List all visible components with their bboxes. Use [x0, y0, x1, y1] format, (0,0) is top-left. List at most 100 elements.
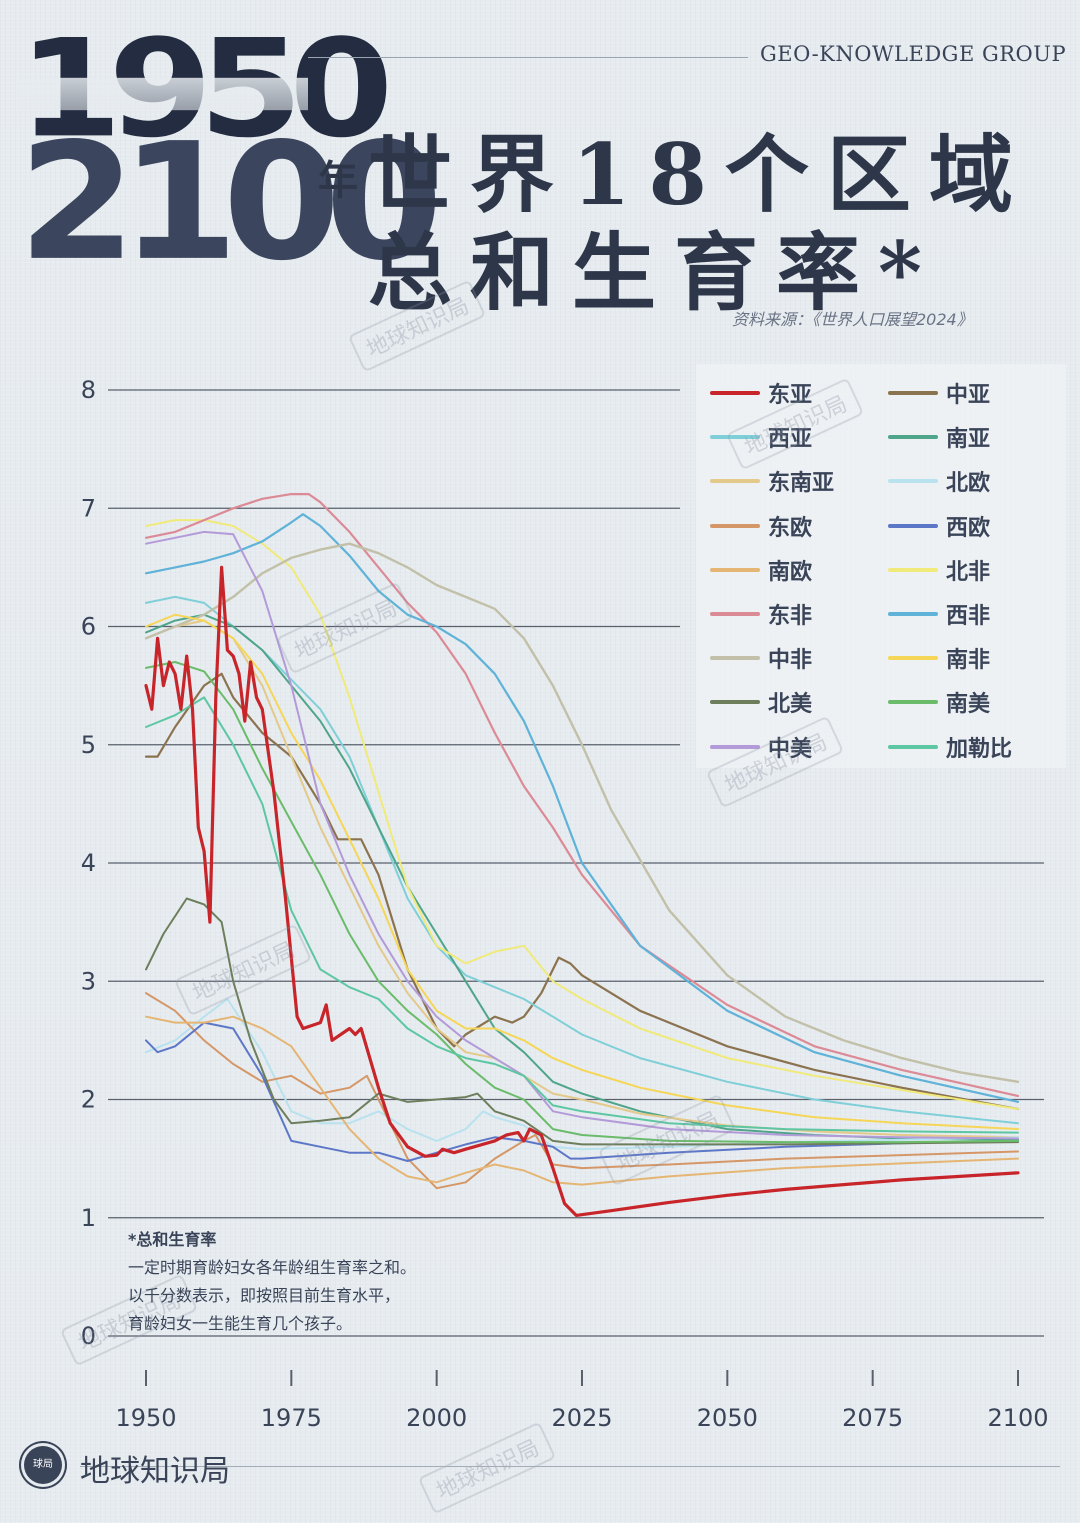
x-tick-label: 2050 [697, 1404, 758, 1432]
x-tick-label: 1950 [115, 1404, 176, 1432]
legend-label: 东非 [768, 604, 813, 629]
logo-badge: 球局 [24, 1446, 62, 1484]
legend-swatch [710, 744, 760, 749]
legend-item: 中美 [710, 732, 812, 762]
header-divider [308, 57, 748, 58]
legend-label: 南非 [946, 648, 991, 674]
legend-label: 北美 [768, 692, 813, 718]
series-line-中非 [144, 542, 1020, 1083]
legend-swatch [710, 700, 760, 705]
legend-item: 北非 [888, 555, 990, 585]
series-line-北非 [145, 519, 1019, 1110]
legend-swatch [888, 391, 938, 395]
source-note: 资料来源：《世界人口展望2024》 [732, 310, 973, 329]
series-line-东亚 [144, 565, 1020, 1217]
y-tick-label: 8 [81, 376, 96, 404]
legend-label: 南欧 [768, 559, 813, 585]
series-line-北欧 [145, 998, 1019, 1151]
y-tick-label: 5 [81, 731, 96, 759]
legend-label: 北非 [946, 559, 991, 585]
y-tick-label: 0 [81, 1322, 96, 1350]
x-tick-label: 2000 [406, 1404, 467, 1432]
logo-text: 地球知识局 [80, 1454, 230, 1489]
legend-swatch [888, 567, 938, 572]
legend-item: 南欧 [710, 555, 812, 585]
legend-swatch [710, 567, 760, 572]
legend-item: 东亚 [710, 378, 812, 408]
note-title: *总和生育率 [128, 1230, 217, 1249]
series-line-南欧 [145, 1015, 1019, 1186]
legend-item: 北美 [710, 687, 812, 717]
series-line-南非 [145, 613, 1019, 1131]
legend-swatch [888, 523, 938, 528]
title-nian: 年 [318, 158, 358, 204]
legend-label: 北欧 [946, 471, 991, 497]
legend-swatch [888, 435, 938, 440]
series-line-南亚 [145, 613, 1019, 1141]
note-line: 育龄妇女一生能生育几个孩子。 [128, 1314, 353, 1333]
legend-item: 西欧 [888, 511, 990, 541]
title-line-1: 世界18个区域 [368, 125, 1031, 224]
series-line-中美 [145, 530, 1019, 1140]
legend-item: 中非 [710, 643, 812, 673]
legend-swatch [888, 700, 938, 705]
y-tick-label: 7 [81, 494, 96, 522]
legend-item: 中亚 [888, 378, 990, 408]
legend-swatch [888, 656, 938, 661]
note-line: 以千分数表示，即按照目前生育水平， [128, 1286, 401, 1305]
legend-item: 东南亚 [710, 466, 834, 496]
legend-swatch [710, 479, 760, 484]
y-tick-label: 2 [81, 1086, 96, 1114]
legend-item: 南亚 [888, 422, 990, 452]
x-tick-label: 2100 [987, 1404, 1048, 1432]
legend-label: 西亚 [768, 427, 813, 453]
series-line-东非 [144, 493, 1020, 1098]
series-line-北美 [145, 897, 1019, 1146]
series-lines [144, 493, 1020, 1217]
legend-label: 东亚 [768, 383, 813, 408]
legend-swatch [710, 435, 760, 440]
legend-item: 加勒比 [888, 732, 1012, 762]
legend-label: 西欧 [946, 515, 991, 541]
legend-item: 西非 [888, 599, 990, 629]
legend-swatch [710, 612, 760, 616]
legend-swatch [710, 523, 760, 528]
y-tick-label: 4 [81, 849, 96, 877]
legend-label: 东南亚 [768, 471, 835, 497]
legend-item: 西亚 [710, 422, 812, 452]
series-line-东南亚 [145, 619, 1019, 1139]
legend-swatch [710, 391, 760, 395]
legend-label: 中美 [768, 736, 813, 762]
legend-item: 南非 [888, 643, 990, 673]
legend-swatch [710, 656, 760, 661]
legend-item: 北欧 [888, 466, 990, 496]
footer-divider [80, 1466, 1060, 1467]
series-line-加勒比 [145, 696, 1019, 1134]
x-tick-label: 1975 [261, 1404, 322, 1432]
x-tick-label: 2025 [551, 1404, 612, 1432]
group-name: GEO-KNOWLEDGE GROUP [760, 42, 1067, 66]
x-tick-label: 2075 [842, 1404, 903, 1432]
y-tick-label: 1 [81, 1204, 96, 1232]
y-tick-label: 6 [81, 613, 96, 641]
series-line-南美 [145, 661, 1019, 1144]
legend-swatch [888, 612, 938, 616]
legend-swatch [888, 744, 938, 749]
y-axis-ticks: 0 1 2 3 4 5 6 7 8 [81, 376, 96, 1350]
legend-label: 加勒比 [946, 736, 1013, 762]
legend-label: 东欧 [768, 515, 813, 541]
legend-label: 中非 [768, 648, 813, 674]
series-line-东欧 [145, 992, 1019, 1190]
legend-label: 西非 [946, 604, 991, 629]
legend-label: 南亚 [946, 427, 991, 453]
legend: 东亚 中亚西亚 南亚东南亚 北欧东欧 西欧南欧 北非东非 西非中非 南非北美 南美中美 加勒比 [696, 364, 1066, 768]
title-line-2: 总和生育率* [368, 223, 940, 322]
series-line-中亚 [144, 672, 1020, 1111]
legend-swatch [888, 479, 938, 484]
legend-item: 东非 [710, 599, 812, 629]
y-tick-label: 3 [81, 967, 96, 995]
legend-label: 南美 [946, 692, 991, 718]
series-line-西非 [144, 513, 1020, 1103]
legend-label: 中亚 [946, 383, 991, 408]
